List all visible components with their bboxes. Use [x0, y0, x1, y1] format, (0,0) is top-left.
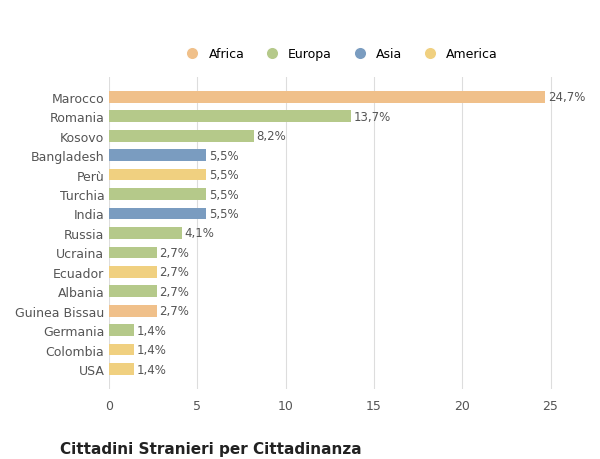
Bar [109, 189, 206, 201]
Text: 4,1%: 4,1% [184, 227, 214, 240]
Text: 2,7%: 2,7% [160, 266, 190, 279]
Bar [109, 286, 157, 297]
Bar [109, 266, 157, 278]
Text: 5,5%: 5,5% [209, 207, 238, 220]
Bar [109, 344, 134, 356]
Bar [109, 208, 206, 220]
Text: 2,7%: 2,7% [160, 305, 190, 318]
Bar [109, 150, 206, 162]
Text: 24,7%: 24,7% [548, 91, 585, 104]
Text: 5,5%: 5,5% [209, 149, 238, 162]
Text: 5,5%: 5,5% [209, 188, 238, 201]
Text: 1,4%: 1,4% [136, 343, 166, 356]
Text: 2,7%: 2,7% [160, 246, 190, 259]
Text: 13,7%: 13,7% [353, 111, 391, 123]
Bar [109, 325, 134, 336]
Text: 2,7%: 2,7% [160, 285, 190, 298]
Bar [109, 364, 134, 375]
Bar [109, 228, 182, 239]
Text: 8,2%: 8,2% [257, 130, 286, 143]
Legend: Africa, Europa, Asia, America: Africa, Europa, Asia, America [175, 43, 503, 66]
Bar [109, 92, 545, 103]
Bar [109, 131, 254, 142]
Bar [109, 305, 157, 317]
Text: 1,4%: 1,4% [136, 363, 166, 376]
Text: 5,5%: 5,5% [209, 169, 238, 182]
Text: Cittadini Stranieri per Cittadinanza: Cittadini Stranieri per Cittadinanza [60, 441, 362, 456]
Bar [109, 247, 157, 259]
Bar [109, 111, 351, 123]
Bar [109, 169, 206, 181]
Text: 1,4%: 1,4% [136, 324, 166, 337]
